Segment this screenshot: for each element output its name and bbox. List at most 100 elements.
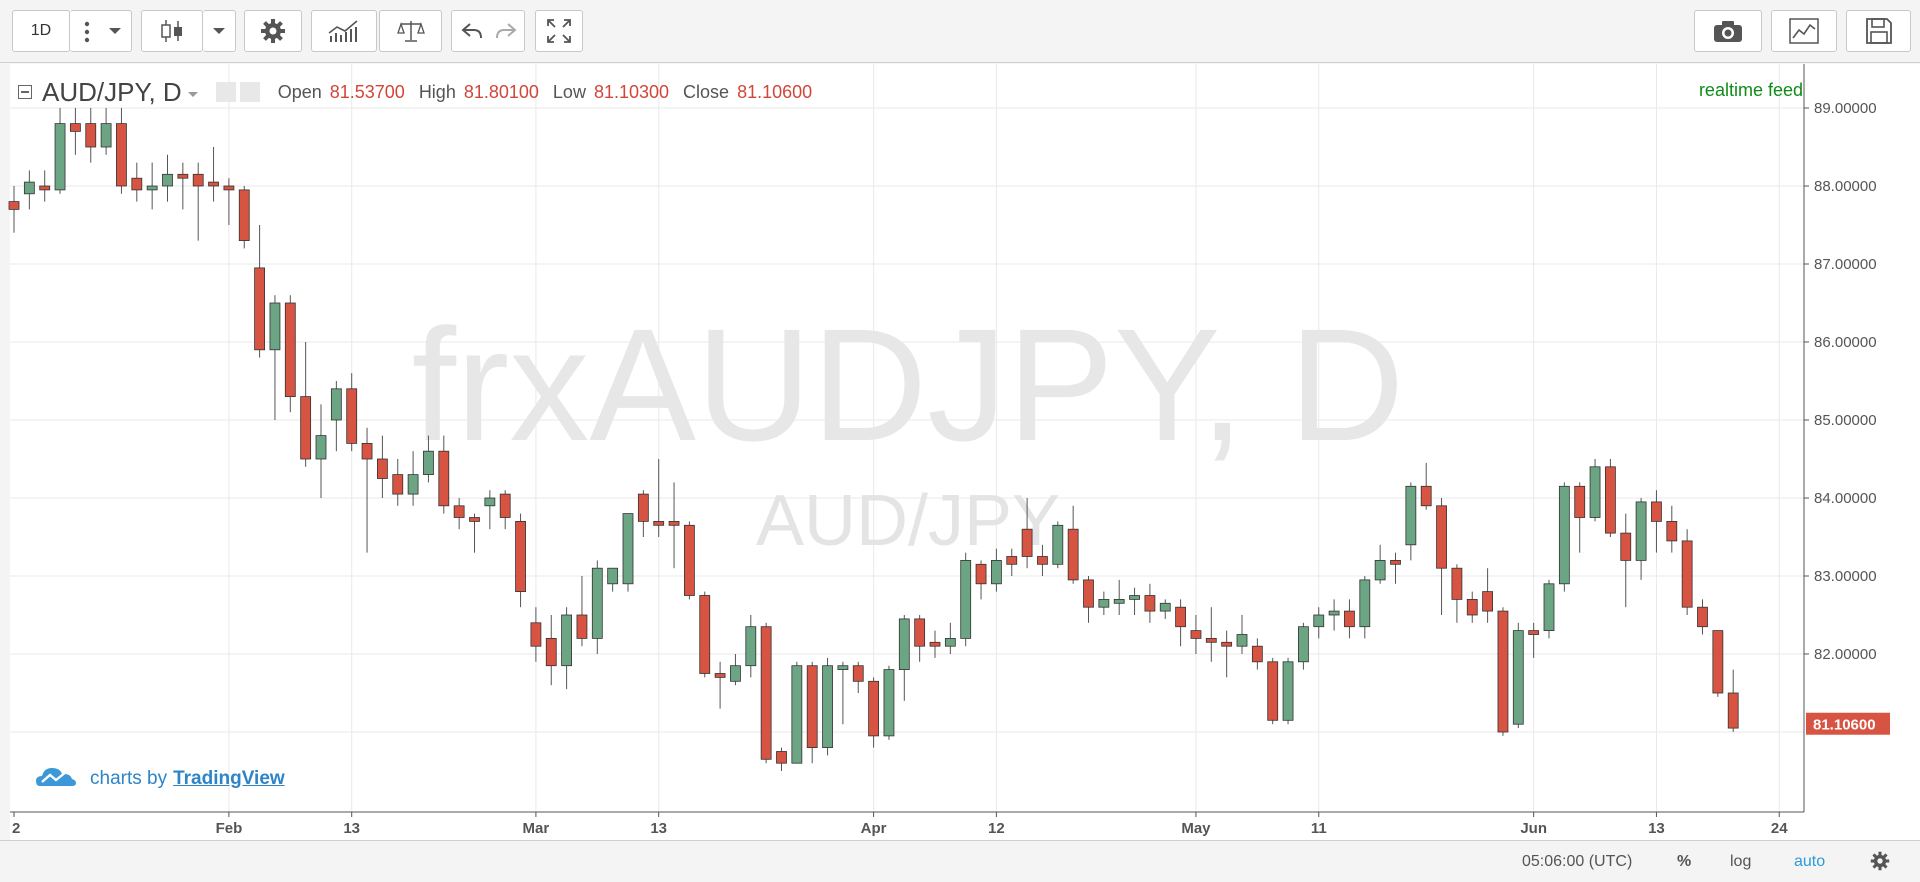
candle xyxy=(822,657,833,756)
settings-button[interactable] xyxy=(244,10,302,52)
compare-button[interactable] xyxy=(379,10,442,52)
candle xyxy=(177,162,189,210)
candle xyxy=(1574,482,1586,553)
collapse-legend-icon[interactable] xyxy=(18,85,32,99)
camera-icon xyxy=(1713,19,1743,43)
candle-body xyxy=(1175,606,1186,628)
candle-body xyxy=(1512,630,1524,725)
candle-body xyxy=(837,665,849,671)
candle-body xyxy=(991,560,1002,585)
close-label: Close xyxy=(683,81,730,102)
candle-body xyxy=(791,665,803,764)
tradingview-link[interactable]: TradingView xyxy=(173,768,285,789)
candle-body xyxy=(960,560,972,639)
candle-body xyxy=(868,680,879,737)
candle-body xyxy=(1712,630,1724,694)
candle-body xyxy=(484,497,496,507)
price-axis[interactable] xyxy=(1804,64,1920,840)
candle xyxy=(1313,607,1325,639)
candle-body xyxy=(330,388,342,421)
candle xyxy=(162,154,173,202)
settings-small-icon[interactable] xyxy=(239,82,260,102)
candle-body xyxy=(975,563,987,585)
candle xyxy=(484,490,496,530)
save-button[interactable] xyxy=(1846,10,1911,52)
chart-view-button[interactable] xyxy=(1771,10,1837,52)
fullscreen-icon xyxy=(546,18,572,44)
candle xyxy=(499,490,511,530)
chevron-down-icon xyxy=(108,27,122,35)
candle-body xyxy=(607,567,619,585)
candle-body xyxy=(8,201,20,210)
interval-label: 1D xyxy=(30,22,52,39)
chart-area[interactable] xyxy=(10,64,1920,840)
candle xyxy=(1651,490,1662,553)
candle xyxy=(607,567,619,592)
candle-body xyxy=(499,493,511,518)
price-tick-label: 89.00000 xyxy=(1814,100,1877,117)
candle-body xyxy=(346,388,358,444)
percent-toggle[interactable]: % xyxy=(1677,853,1692,870)
eye-icon[interactable] xyxy=(215,82,236,102)
interval-button[interactable]: 1D xyxy=(12,10,70,52)
interval-menu-button[interactable] xyxy=(70,10,132,52)
candle xyxy=(361,427,373,553)
auto-toggle[interactable]: auto xyxy=(1794,853,1826,870)
candle-body xyxy=(1006,556,1018,565)
chart-type-button[interactable] xyxy=(141,10,203,52)
candle-body xyxy=(1697,606,1708,628)
candle-body xyxy=(192,173,204,187)
indicators-button[interactable] xyxy=(311,10,377,52)
credits[interactable]: charts by TradingView xyxy=(36,764,285,794)
symbol-title[interactable]: AUD/JPY, D xyxy=(42,76,182,107)
candle-body xyxy=(1282,661,1294,721)
candle-body xyxy=(944,638,956,647)
candle-body xyxy=(883,669,895,737)
candle xyxy=(530,607,542,662)
candle-body xyxy=(576,614,588,639)
gear-icon xyxy=(260,18,286,44)
candle xyxy=(929,630,941,658)
candle-body xyxy=(822,665,833,749)
screenshot-button[interactable] xyxy=(1694,10,1762,52)
candle-body xyxy=(1436,505,1447,569)
candle-body xyxy=(162,173,173,187)
time-tick-label: 13 xyxy=(343,820,360,837)
candle-body xyxy=(545,638,557,667)
last-price-badge xyxy=(1806,712,1890,735)
chart-type-menu-button[interactable] xyxy=(203,10,236,52)
axis-settings-icon[interactable] xyxy=(1870,851,1890,876)
candle xyxy=(300,342,312,467)
candle xyxy=(776,747,787,771)
watermark-sub: AUD/JPY xyxy=(756,481,1060,561)
candle xyxy=(1712,630,1724,697)
log-toggle[interactable]: log xyxy=(1730,853,1752,870)
redo-icon[interactable] xyxy=(494,21,518,41)
time-tick-label: 2 xyxy=(12,820,20,837)
candle xyxy=(1159,599,1171,619)
candle xyxy=(1267,657,1279,725)
candle-body xyxy=(1359,579,1371,628)
fullscreen-button[interactable] xyxy=(535,10,583,52)
candle xyxy=(70,108,81,155)
candle-body xyxy=(361,442,373,460)
candle-body xyxy=(1067,528,1079,581)
symbol-menu-icon[interactable] xyxy=(187,82,198,103)
candle xyxy=(1374,544,1386,584)
candle xyxy=(1605,459,1616,537)
high-value: 81.80100 xyxy=(463,81,539,102)
time-tick-label: 12 xyxy=(988,820,1005,837)
candle-body xyxy=(208,181,219,187)
undo-icon[interactable] xyxy=(460,21,484,41)
candle-body xyxy=(1236,634,1248,647)
candle xyxy=(146,162,158,210)
time-tick-label: 13 xyxy=(1648,820,1665,837)
candle xyxy=(1021,498,1033,569)
low-label: Low xyxy=(552,81,586,102)
candle-body xyxy=(469,517,480,522)
candle xyxy=(131,162,143,202)
candle xyxy=(284,295,296,413)
candle-body xyxy=(85,123,97,148)
candle-body xyxy=(561,614,572,667)
